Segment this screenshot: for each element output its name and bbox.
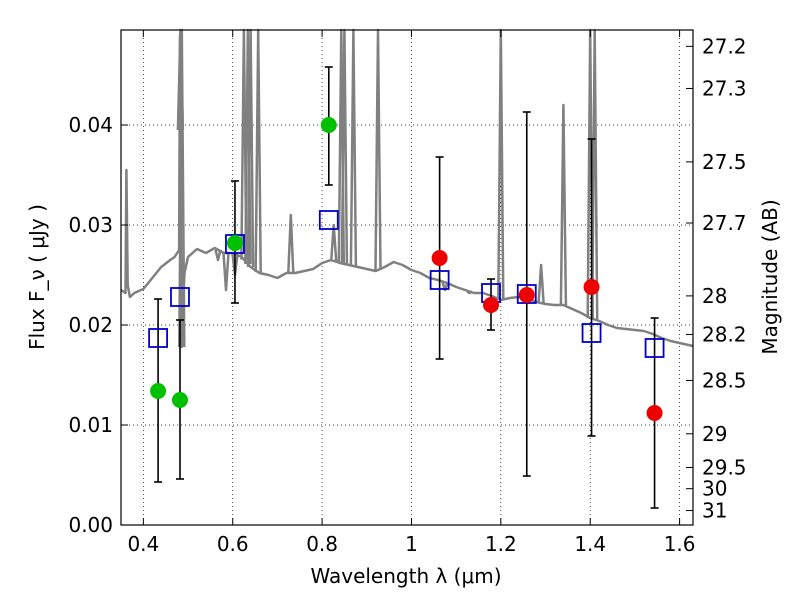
grid-lines [121, 30, 693, 525]
magnitude-tick-label: 31 [702, 499, 727, 523]
model-photometry-square [429, 270, 450, 290]
emission-line-spike [441, 281, 449, 292]
emission-line-spike [466, 290, 473, 295]
spectrum-continuum-line [120, 33, 694, 349]
emission-line-spike [287, 213, 295, 274]
emission-line-spike [497, 28, 505, 301]
y-tick-label: 0.01 [68, 413, 113, 437]
emission-line-spike [590, 28, 599, 320]
y-tick-label: 0.02 [68, 313, 113, 337]
magnitude-tick-label: 28.5 [702, 368, 747, 392]
x-tick-label: 1 [405, 532, 418, 556]
emission-line-spike [254, 28, 262, 273]
magnitude-tick-label: 27.2 [702, 34, 747, 58]
y-tick-label: 0.04 [68, 113, 113, 137]
observed-flux-point [171, 392, 188, 408]
model-photometry-square [170, 287, 190, 307]
model-photometry-square [318, 210, 339, 230]
magnitude-tick-label: 28.2 [702, 322, 747, 346]
emission-line-spike [349, 28, 358, 267]
magnitude-tick-label: 30 [702, 477, 727, 501]
observed-flux-point [518, 287, 535, 303]
model-spectrum [120, 28, 694, 349]
y-tick-label: 0.03 [68, 213, 113, 237]
observed-flux-point [150, 383, 167, 399]
magnitude-tick-label: 27.3 [702, 76, 747, 100]
x-tick-label: 1.4 [574, 532, 606, 556]
x-tick-label: 0.6 [217, 532, 249, 556]
magnitude-tick-label: 27.7 [702, 211, 747, 235]
observed-flux-point [226, 235, 243, 251]
model-photometry-square [644, 338, 665, 358]
magnitude-tick-label: 29 [702, 422, 727, 446]
x-tick-label: 0.4 [127, 532, 159, 556]
x-tick-label: 1.2 [485, 532, 517, 556]
magnitude-tick-label: 28 [702, 284, 727, 308]
y-axis-label: Flux F_ν ( μJy ) [25, 204, 49, 350]
plot-frame [120, 29, 694, 526]
observed-flux-point [483, 297, 500, 313]
y-tick-label: 0.00 [68, 513, 113, 537]
emission-line-spike [329, 223, 338, 261]
observed-flux-point [583, 279, 600, 295]
right-axis-label: Magnitude (AB) [758, 199, 782, 354]
data-markers [148, 117, 665, 421]
model-photometry-square [581, 323, 602, 343]
observed-flux-point [646, 405, 663, 421]
model-photometry-square [148, 328, 168, 348]
emission-line-spike [214, 249, 222, 262]
x-axis-label: Wavelength λ (μm) [310, 564, 501, 588]
emission-line-spike [374, 28, 382, 271]
observed-flux-point [320, 117, 337, 133]
observed-flux-point [431, 250, 448, 266]
x-tick-label: 1.6 [664, 532, 696, 556]
emission-line-spike [559, 103, 568, 306]
magnitude-tick-label: 27.5 [702, 150, 747, 174]
emission-line-spike [222, 252, 230, 292]
x-tick-label: 0.8 [306, 532, 338, 556]
emission-line-spike [537, 263, 545, 304]
error-bars [154, 66, 659, 509]
axis-ticks: 0.4 0.6 0.8 1 1.2 1.4 1.6 0.00 0.01 0.02 0.03 0.04 2… [68, 30, 747, 556]
magnitude-tick-label: 29.5 [702, 455, 747, 479]
